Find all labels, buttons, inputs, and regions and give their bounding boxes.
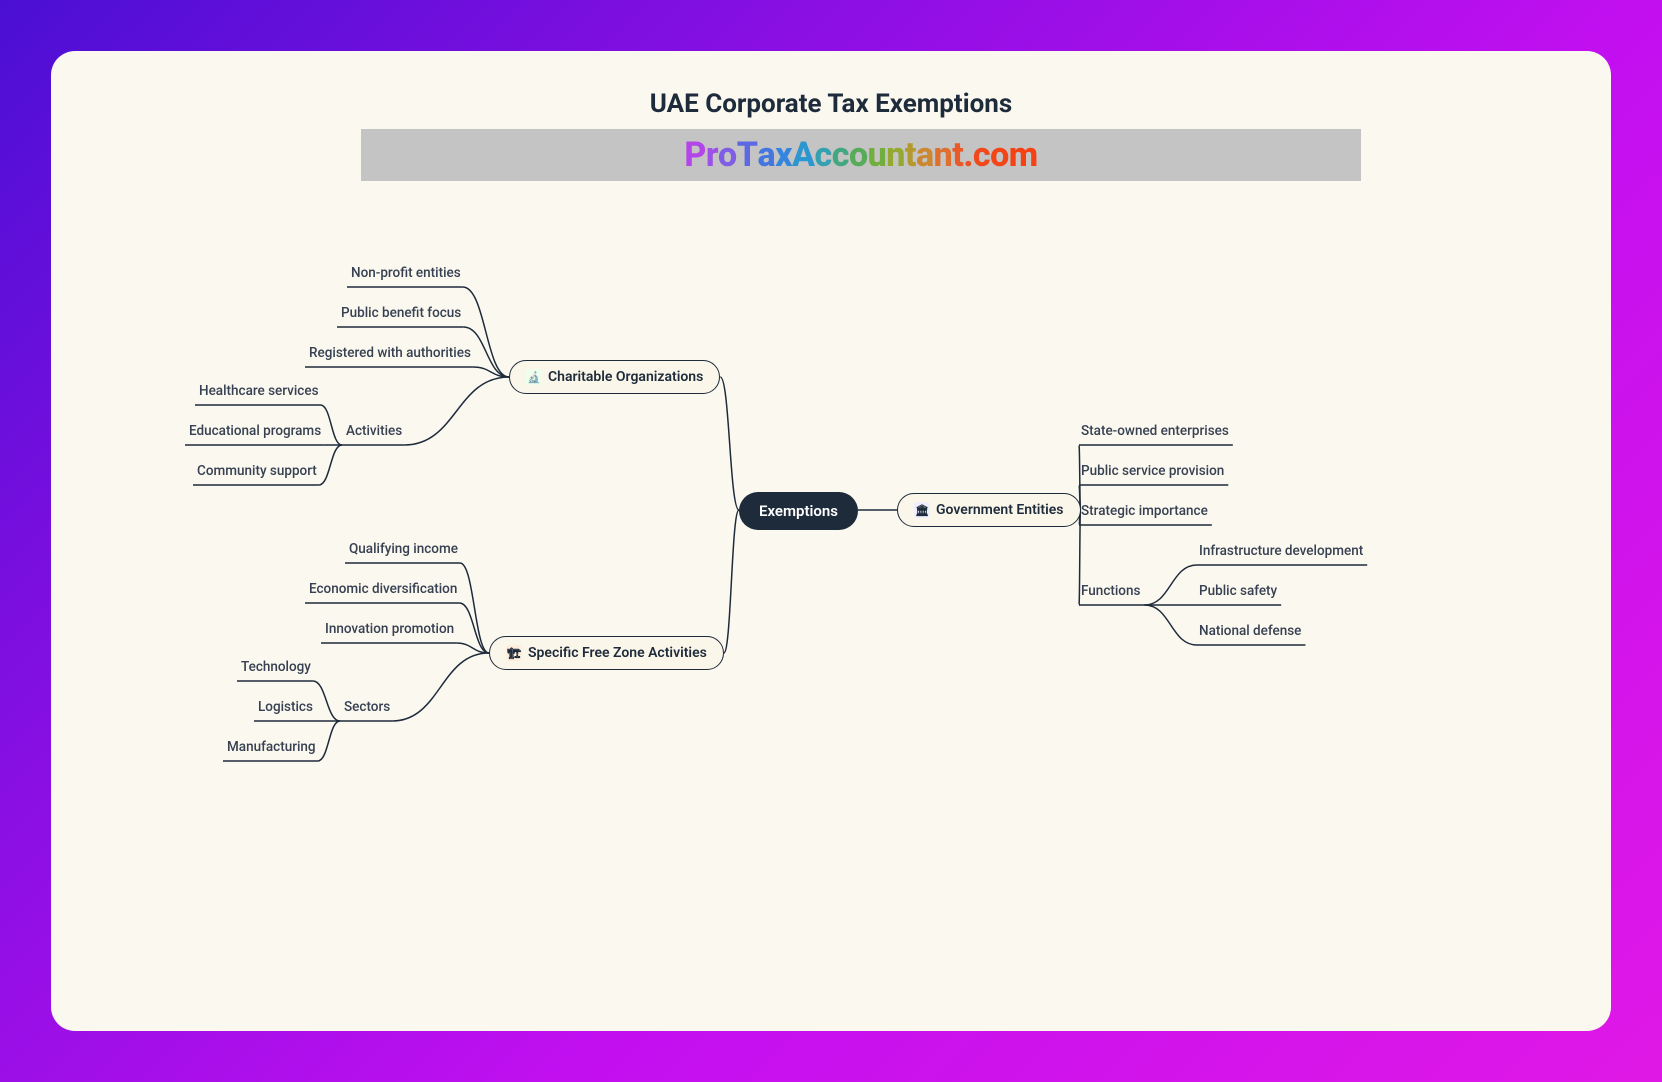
leaf: Infrastructure development — [1199, 543, 1363, 559]
leaf: Activities — [346, 423, 402, 439]
leaf: Community support — [197, 463, 317, 479]
leaf: Public benefit focus — [341, 305, 461, 321]
leaf: National defense — [1199, 623, 1301, 639]
leaf: Public safety — [1199, 583, 1277, 599]
leaf: Registered with authorities — [309, 345, 471, 361]
leaf: Logistics — [258, 699, 313, 715]
branch-freezone: 🏗Specific Free Zone Activities — [489, 636, 724, 670]
leaf: Educational programs — [189, 423, 321, 439]
branch-gov: 🏛Government Entities — [897, 493, 1081, 527]
leaf: Public service provision — [1081, 463, 1224, 479]
diagram-canvas: UAE Corporate Tax Exemptions ProTaxAccou… — [51, 51, 1611, 1031]
root-node: Exemptions — [739, 492, 858, 530]
leaf: Qualifying income — [349, 541, 458, 557]
leaf: Manufacturing — [227, 739, 316, 755]
leaf: Innovation promotion — [325, 621, 454, 637]
leaf: Functions — [1081, 583, 1140, 599]
leaf: Strategic importance — [1081, 503, 1208, 519]
edges-layer — [51, 51, 1611, 1031]
branch-charity: 🔬Charitable Organizations — [509, 360, 720, 394]
leaf: State-owned enterprises — [1081, 423, 1229, 439]
leaf: Non-profit entities — [351, 265, 461, 281]
leaf: Economic diversification — [309, 581, 457, 597]
leaf: Sectors — [344, 699, 390, 715]
leaf: Healthcare services — [199, 383, 319, 399]
leaf: Technology — [241, 659, 311, 675]
